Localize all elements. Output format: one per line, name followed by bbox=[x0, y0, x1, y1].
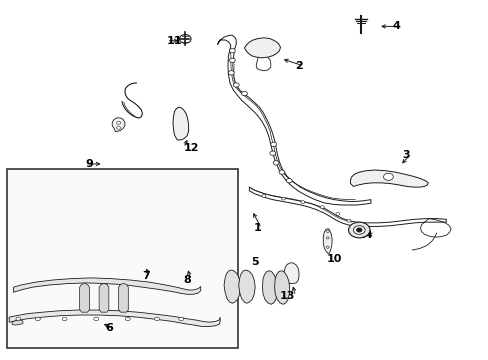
Circle shape bbox=[383, 173, 392, 180]
Circle shape bbox=[286, 179, 291, 183]
Circle shape bbox=[241, 91, 247, 96]
Circle shape bbox=[94, 317, 99, 321]
Circle shape bbox=[300, 201, 304, 203]
Bar bbox=[7, 169, 238, 348]
Polygon shape bbox=[118, 284, 128, 312]
Circle shape bbox=[279, 170, 285, 174]
Text: 3: 3 bbox=[401, 150, 409, 160]
Polygon shape bbox=[80, 284, 89, 312]
Circle shape bbox=[179, 317, 183, 321]
Text: 12: 12 bbox=[183, 143, 199, 153]
Circle shape bbox=[348, 222, 369, 238]
Polygon shape bbox=[173, 107, 188, 140]
Polygon shape bbox=[9, 310, 220, 327]
Circle shape bbox=[346, 219, 350, 222]
Polygon shape bbox=[350, 170, 427, 187]
Circle shape bbox=[273, 161, 279, 165]
Circle shape bbox=[154, 317, 159, 321]
Circle shape bbox=[353, 226, 365, 234]
Text: 1: 1 bbox=[253, 223, 261, 233]
Circle shape bbox=[270, 142, 276, 147]
Text: 9: 9 bbox=[85, 159, 93, 169]
Text: 14: 14 bbox=[357, 230, 372, 240]
Circle shape bbox=[269, 151, 275, 156]
Text: 4: 4 bbox=[391, 21, 399, 31]
Polygon shape bbox=[99, 284, 109, 312]
Polygon shape bbox=[244, 38, 280, 58]
Polygon shape bbox=[12, 320, 23, 325]
Polygon shape bbox=[274, 271, 289, 304]
Polygon shape bbox=[238, 270, 255, 303]
Text: 5: 5 bbox=[251, 257, 259, 267]
Polygon shape bbox=[14, 278, 201, 294]
Polygon shape bbox=[224, 270, 240, 303]
Circle shape bbox=[35, 317, 40, 321]
Circle shape bbox=[325, 230, 328, 233]
Text: 10: 10 bbox=[325, 254, 341, 264]
Circle shape bbox=[229, 58, 235, 63]
Circle shape bbox=[325, 246, 328, 248]
Circle shape bbox=[116, 126, 120, 129]
Circle shape bbox=[228, 71, 234, 75]
Polygon shape bbox=[112, 118, 124, 131]
Text: 11: 11 bbox=[166, 36, 182, 46]
Circle shape bbox=[179, 35, 191, 43]
Circle shape bbox=[262, 195, 265, 198]
Text: 8: 8 bbox=[183, 275, 191, 285]
Circle shape bbox=[281, 197, 285, 200]
Text: 6: 6 bbox=[105, 323, 113, 333]
Circle shape bbox=[320, 206, 324, 208]
Circle shape bbox=[62, 317, 67, 321]
Circle shape bbox=[325, 237, 328, 239]
Circle shape bbox=[16, 317, 21, 321]
Circle shape bbox=[356, 228, 361, 232]
Circle shape bbox=[125, 317, 130, 321]
Circle shape bbox=[229, 49, 235, 53]
Circle shape bbox=[335, 212, 339, 215]
Text: 2: 2 bbox=[294, 61, 302, 71]
Text: 7: 7 bbox=[142, 271, 149, 282]
Polygon shape bbox=[262, 271, 277, 304]
Circle shape bbox=[233, 83, 239, 87]
Polygon shape bbox=[323, 229, 331, 253]
Text: 13: 13 bbox=[280, 291, 295, 301]
Polygon shape bbox=[284, 263, 298, 284]
Circle shape bbox=[116, 121, 120, 124]
